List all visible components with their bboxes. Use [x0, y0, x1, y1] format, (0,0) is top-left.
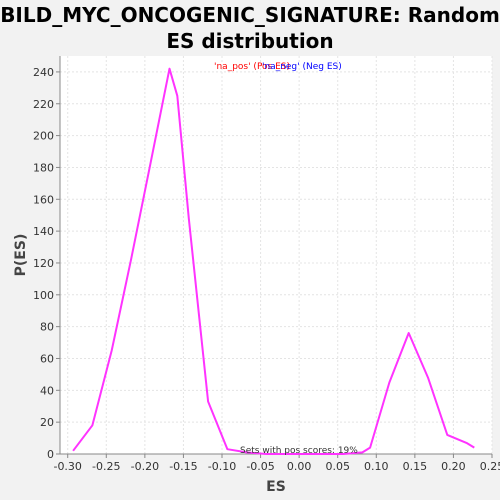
x-tick-label: 0.15: [403, 460, 428, 473]
chart-title: BILD_MYC_ONCOGENIC_SIGNATURE: Random ES …: [0, 2, 500, 54]
axis-ticks: 0 20 40 60 80 100 120 140 160 180 200 220 240 -0.30 -0…: [33, 66, 500, 473]
y-tick-label: 60: [40, 352, 54, 365]
y-tick-label: 240: [33, 66, 54, 79]
x-tick-label: 0.05: [325, 460, 350, 473]
y-tick-label: 80: [40, 321, 54, 334]
chart-title-line-1: BILD_MYC_ONCOGENIC_SIGNATURE: Random: [0, 3, 500, 27]
y-tick-label: 120: [33, 257, 54, 270]
x-tick-label: 0.10: [364, 460, 389, 473]
x-axis-label: ES: [266, 479, 286, 495]
x-tick-label: -0.15: [169, 460, 197, 473]
x-tick-label: 0.00: [287, 460, 312, 473]
x-tick-label: -0.25: [92, 460, 120, 473]
x-tick-label: -0.20: [131, 460, 159, 473]
x-tick-label: -0.05: [246, 460, 274, 473]
y-tick-label: 100: [33, 289, 54, 302]
es-distribution-line: [72, 67, 475, 455]
grid: [60, 56, 493, 455]
plot-area: [60, 56, 492, 454]
legend-pos-label: 'na_pos' (Pos ES): [214, 62, 290, 72]
y-tick-label: 40: [40, 384, 54, 397]
y-tick-label: 0: [47, 448, 54, 461]
x-tick-label: 0.25: [480, 460, 500, 473]
y-tick-label: 20: [40, 416, 54, 429]
legend-neg-label: 'na_neg' (Neg ES): [262, 62, 342, 72]
y-tick-label: 220: [33, 98, 54, 111]
x-tick-label: -0.10: [208, 460, 236, 473]
pos-scores-annotation: Sets with pos scores: 19%: [240, 446, 358, 456]
series-layer: [72, 67, 475, 455]
y-tick-label: 140: [33, 225, 54, 238]
x-tick-label: -0.30: [53, 460, 81, 473]
y-tick-label: 160: [33, 193, 54, 206]
chart-title-line-2: ES distribution: [166, 29, 334, 53]
x-tick-label: 0.20: [441, 460, 466, 473]
y-tick-label: 180: [33, 161, 54, 174]
y-tick-label: 200: [33, 130, 54, 143]
y-axis-label: P(ES): [13, 234, 29, 277]
